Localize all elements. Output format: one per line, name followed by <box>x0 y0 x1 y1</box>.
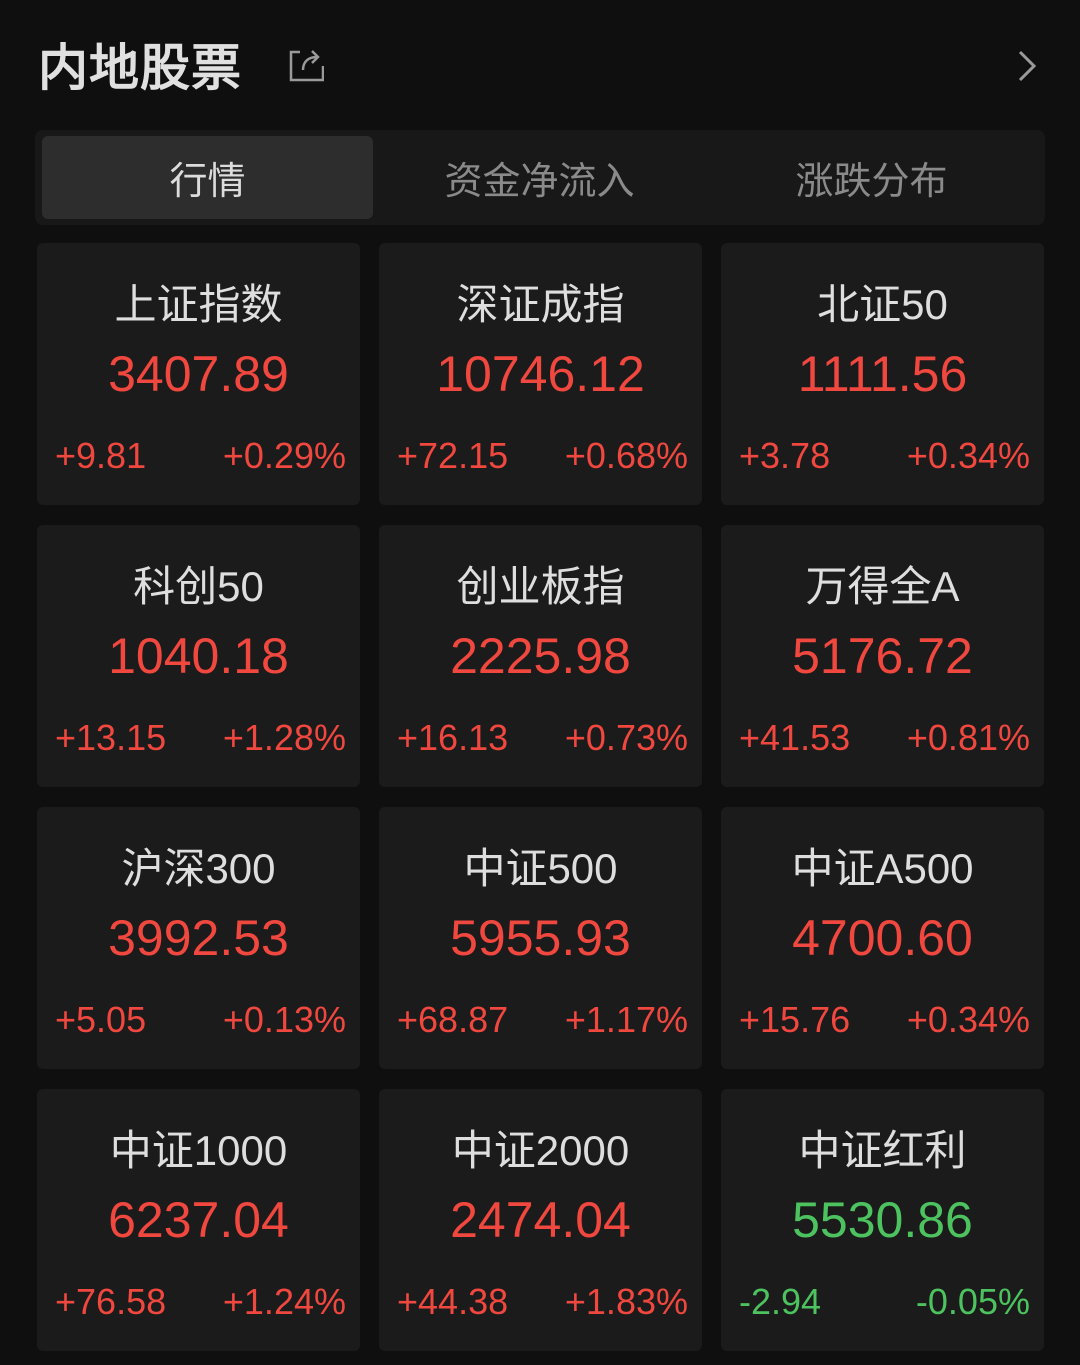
index-value: 6237.04 <box>108 1192 289 1248</box>
index-card[interactable]: 上证指数 3407.89 +9.81 +0.29% <box>37 243 360 505</box>
index-card[interactable]: 中证2000 2474.04 +44.38 +1.83% <box>379 1089 702 1351</box>
index-name: 上证指数 <box>114 281 283 328</box>
index-card[interactable]: 万得全A 5176.72 +41.53 +0.81% <box>721 525 1044 787</box>
page-title: 内地股票 <box>38 40 242 96</box>
index-change: +41.53 <box>739 717 851 758</box>
index-change: -2.94 <box>739 1281 822 1322</box>
index-name: 万得全A <box>805 563 960 610</box>
index-value: 1040.18 <box>108 628 289 684</box>
index-card[interactable]: 沪深300 3992.53 +5.05 +0.13% <box>37 807 360 1069</box>
index-value: 3992.53 <box>108 910 289 966</box>
index-card[interactable]: 北证50 1111.56 +3.78 +0.34% <box>721 243 1044 505</box>
index-name: 沪深300 <box>121 845 276 892</box>
index-value: 5955.93 <box>450 910 631 966</box>
index-percent: +0.34% <box>906 999 1030 1040</box>
index-name: 中证500 <box>463 845 618 892</box>
index-change: +9.81 <box>55 435 147 476</box>
index-percent: -0.05% <box>915 1281 1030 1322</box>
index-change: +72.15 <box>397 435 509 476</box>
tab-distribution[interactable]: 涨跌分布 <box>795 161 948 203</box>
tab-net-inflow[interactable]: 资金净流入 <box>444 161 635 203</box>
tab-market[interactable]: 行情 <box>42 136 373 219</box>
index-card[interactable]: 中证1000 6237.04 +76.58 +1.24% <box>37 1089 360 1351</box>
index-name: 深证成指 <box>456 281 625 328</box>
index-change: +13.15 <box>55 717 167 758</box>
chevron-right-icon[interactable] <box>1012 48 1042 84</box>
index-change: +16.13 <box>397 717 509 758</box>
index-name: 科创50 <box>133 563 264 610</box>
index-card[interactable]: 中证红利 5530.86 -2.94 -0.05% <box>721 1089 1044 1351</box>
index-percent: +0.73% <box>564 717 688 758</box>
index-value: 10746.12 <box>436 346 645 402</box>
index-change: +3.78 <box>739 435 831 476</box>
index-percent: +1.24% <box>222 1281 346 1322</box>
index-percent: +0.13% <box>222 999 346 1040</box>
index-percent: +0.68% <box>564 435 688 476</box>
index-change: +44.38 <box>397 1281 509 1322</box>
index-change: +5.05 <box>55 999 147 1040</box>
index-value: 2225.98 <box>450 628 631 684</box>
index-value: 1111.56 <box>797 346 968 402</box>
tab-bar: 行情 资金净流入 涨跌分布 <box>35 130 1045 225</box>
index-percent: +1.28% <box>222 717 346 758</box>
index-name: 中证2000 <box>451 1127 630 1174</box>
index-percent: +0.34% <box>906 435 1030 476</box>
index-value: 5530.86 <box>792 1192 973 1248</box>
share-icon[interactable] <box>288 46 324 82</box>
index-name: 北证50 <box>817 281 948 328</box>
index-change: +76.58 <box>55 1281 167 1322</box>
index-value: 2474.04 <box>450 1192 631 1248</box>
index-card[interactable]: 科创50 1040.18 +13.15 +1.28% <box>37 525 360 787</box>
index-change: +68.87 <box>397 999 509 1040</box>
index-percent: +1.17% <box>564 999 688 1040</box>
index-card[interactable]: 深证成指 10746.12 +72.15 +0.68% <box>379 243 702 505</box>
index-name: 创业板指 <box>456 563 625 610</box>
index-name: 中证红利 <box>798 1127 967 1174</box>
index-card[interactable]: 中证A500 4700.60 +15.76 +0.34% <box>721 807 1044 1069</box>
index-change: +15.76 <box>739 999 851 1040</box>
index-card[interactable]: 创业板指 2225.98 +16.13 +0.73% <box>379 525 702 787</box>
index-name: 中证A500 <box>791 845 974 892</box>
index-percent: +0.29% <box>222 435 346 476</box>
index-percent: +1.83% <box>564 1281 688 1322</box>
index-percent: +0.81% <box>906 717 1030 758</box>
index-value: 4700.60 <box>792 910 973 966</box>
index-card[interactable]: 中证500 5955.93 +68.87 +1.17% <box>379 807 702 1069</box>
index-value: 5176.72 <box>792 628 973 684</box>
index-value: 3407.89 <box>108 346 289 402</box>
index-name: 中证1000 <box>109 1127 288 1174</box>
